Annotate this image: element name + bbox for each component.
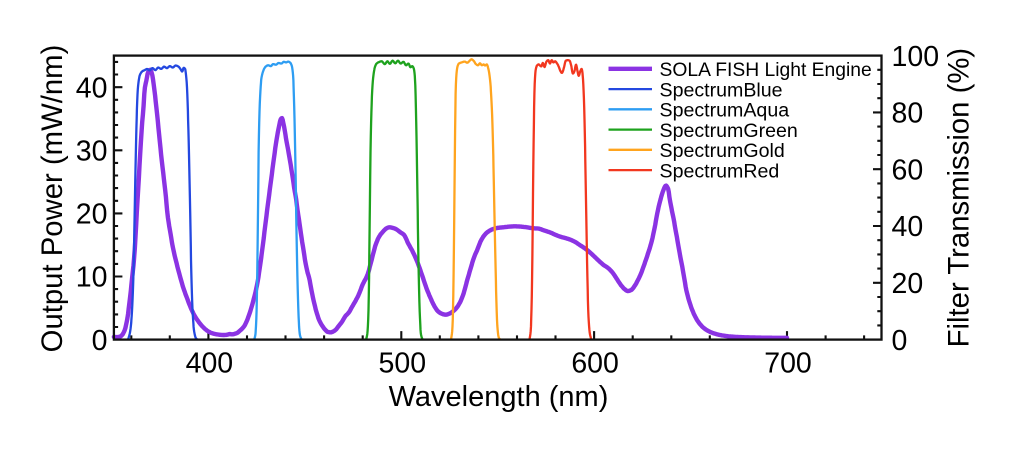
svg-text:40: 40 <box>892 211 924 243</box>
svg-text:Wavelength (nm): Wavelength (nm) <box>389 381 609 413</box>
svg-text:60: 60 <box>892 154 924 186</box>
svg-text:SpectrumGreen: SpectrumGreen <box>660 120 798 142</box>
svg-text:500: 500 <box>379 348 427 380</box>
svg-text:Output Power (mW/nm): Output Power (mW/nm) <box>36 45 69 353</box>
svg-text:0: 0 <box>892 325 908 357</box>
svg-text:20: 20 <box>76 199 108 231</box>
svg-text:SpectrumBlue: SpectrumBlue <box>660 80 783 102</box>
svg-text:SOLA FISH Light Engine: SOLA FISH Light Engine <box>660 60 872 81</box>
svg-text:30: 30 <box>76 136 108 168</box>
svg-text:Filter Transmission (%): Filter Transmission (%) <box>943 48 976 348</box>
svg-text:SpectrumAqua: SpectrumAqua <box>660 100 790 122</box>
svg-text:0: 0 <box>92 325 108 357</box>
svg-text:40: 40 <box>76 72 108 104</box>
svg-text:80: 80 <box>892 98 924 130</box>
svg-text:SpectrumRed: SpectrumRed <box>660 161 780 183</box>
svg-text:400: 400 <box>186 348 234 380</box>
svg-text:10: 10 <box>76 262 108 294</box>
svg-text:700: 700 <box>764 348 812 380</box>
svg-text:SpectrumGold: SpectrumGold <box>660 140 785 162</box>
svg-text:600: 600 <box>571 348 619 380</box>
svg-text:20: 20 <box>892 268 924 300</box>
svg-text:100: 100 <box>892 41 940 73</box>
